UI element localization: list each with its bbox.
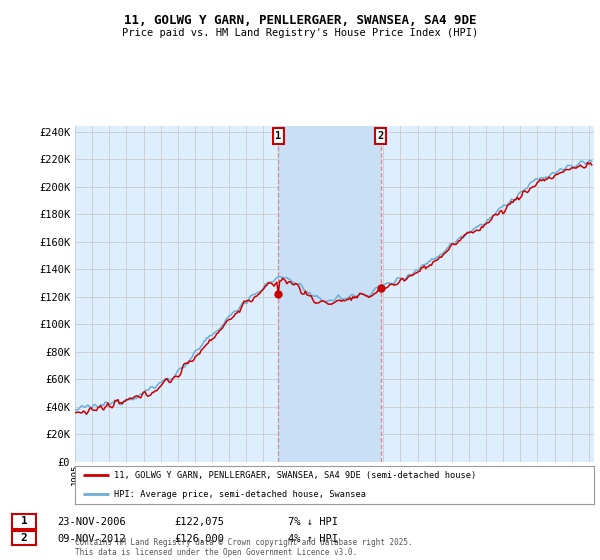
Text: 23-NOV-2006: 23-NOV-2006	[57, 517, 126, 527]
Text: 4% ↑ HPI: 4% ↑ HPI	[288, 534, 338, 544]
Text: 1: 1	[275, 131, 281, 141]
Text: 1: 1	[20, 516, 28, 526]
Text: 2: 2	[377, 131, 384, 141]
Text: £126,000: £126,000	[174, 534, 224, 544]
Text: 11, GOLWG Y GARN, PENLLERGAER, SWANSEA, SA4 9DE (semi-detached house): 11, GOLWG Y GARN, PENLLERGAER, SWANSEA, …	[114, 471, 476, 480]
Text: HPI: Average price, semi-detached house, Swansea: HPI: Average price, semi-detached house,…	[114, 490, 366, 499]
Text: 09-NOV-2012: 09-NOV-2012	[57, 534, 126, 544]
Text: £122,075: £122,075	[174, 517, 224, 527]
Text: Contains HM Land Registry data © Crown copyright and database right 2025.
This d: Contains HM Land Registry data © Crown c…	[75, 538, 413, 557]
Bar	[278, 126, 381, 462]
Text: Price paid vs. HM Land Registry's House Price Index (HPI): Price paid vs. HM Land Registry's House …	[122, 28, 478, 38]
Text: 11, GOLWG Y GARN, PENLLERGAER, SWANSEA, SA4 9DE: 11, GOLWG Y GARN, PENLLERGAER, SWANSEA, …	[124, 14, 476, 27]
Text: 7% ↓ HPI: 7% ↓ HPI	[288, 517, 338, 527]
Text: 2: 2	[20, 533, 28, 543]
